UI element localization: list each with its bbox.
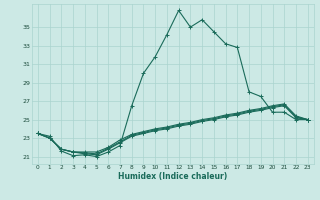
X-axis label: Humidex (Indice chaleur): Humidex (Indice chaleur) xyxy=(118,172,228,181)
